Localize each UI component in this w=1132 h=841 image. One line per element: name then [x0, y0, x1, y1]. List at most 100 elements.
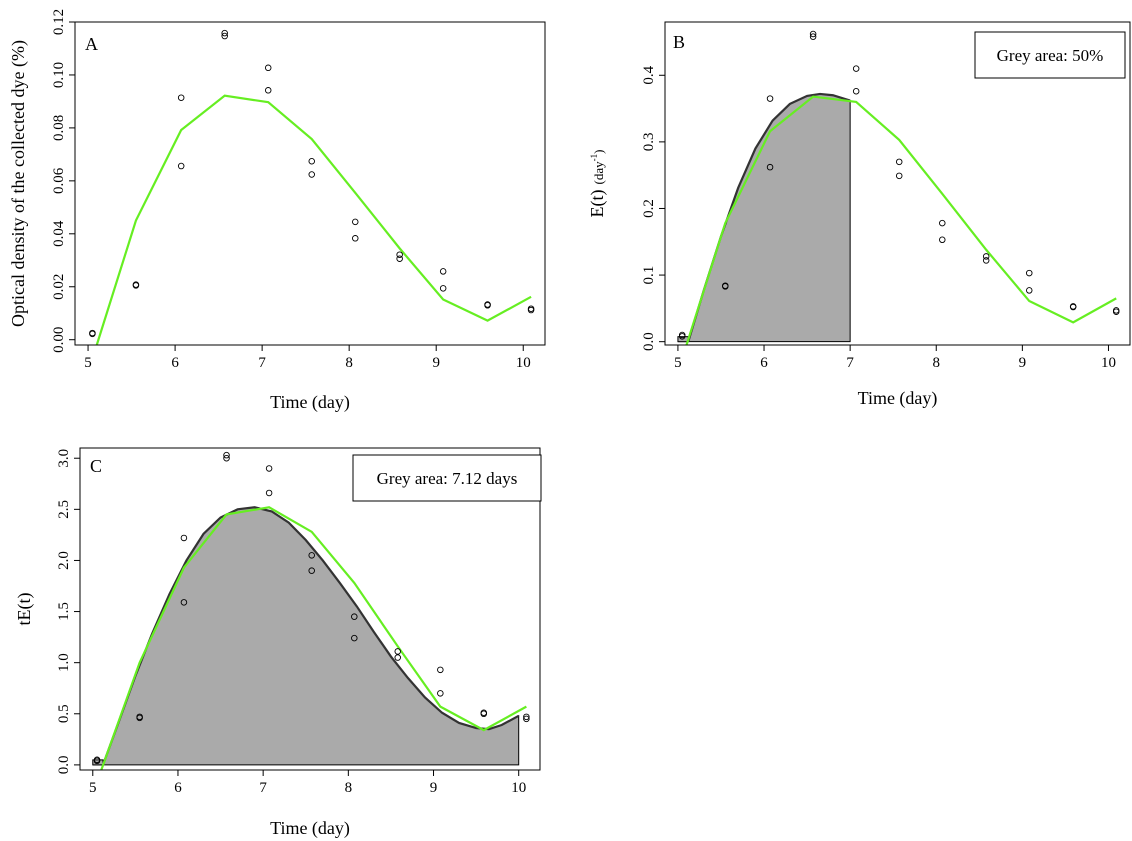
data-point — [766, 163, 774, 171]
y-tick-label: 0.4 — [641, 65, 657, 84]
x-tick-label: 6 — [760, 355, 768, 371]
data-point — [678, 333, 686, 340]
data-point — [223, 451, 230, 459]
data-point — [264, 87, 272, 94]
data-point — [177, 162, 185, 170]
plot-frame — [74, 21, 546, 346]
data-point — [939, 236, 946, 244]
x-tick-label: 10 — [511, 780, 526, 796]
legend-text: Grey area: 7.12 days — [377, 469, 518, 488]
data-point — [437, 666, 444, 674]
fitted-line — [685, 95, 1117, 346]
x-tick-label: 5 — [674, 355, 682, 371]
x-tick-label: 10 — [516, 355, 531, 371]
panel-a: 5 6 7 8 9 10 0.00 0.02 0.04 0.06 0.08 0.10 0.12 A Ti… — [8, 9, 546, 413]
data-point — [136, 714, 143, 722]
panel-letter: A — [85, 34, 98, 54]
x-axis-title: Time (day) — [270, 392, 350, 413]
data-point — [308, 171, 315, 178]
y-axis-title-superscript: -1 — [589, 154, 599, 162]
y-tick-label: 0.06 — [51, 167, 67, 194]
data-point — [895, 172, 903, 180]
y-tick-label: 0.2 — [641, 199, 657, 218]
data-point — [396, 251, 403, 258]
y-tick-label: 0.3 — [641, 133, 657, 152]
y-tick-label: 0.0 — [56, 756, 72, 775]
grey-area — [677, 93, 851, 343]
x-tick-label: 8 — [345, 780, 353, 796]
y-axis-title-unit: (day — [591, 161, 606, 185]
data-point — [527, 306, 535, 314]
y-axis-title-close: ) — [591, 150, 606, 154]
data-point — [352, 235, 359, 242]
data-point — [264, 64, 272, 72]
x-tick-label: 8 — [933, 355, 941, 371]
data-point — [939, 219, 946, 227]
data-point — [394, 648, 401, 655]
data-point — [221, 29, 228, 37]
data-point — [809, 30, 817, 38]
y-axis-title: tE(t) — [14, 593, 35, 626]
x-axis-title: Time (day) — [270, 818, 350, 839]
y-tick-label: 1.0 — [56, 653, 72, 672]
y-tick-label: 0.00 — [51, 327, 67, 353]
data-point — [351, 613, 358, 620]
x-tick-label: 7 — [259, 780, 267, 796]
x-tick-label: 9 — [432, 355, 440, 371]
data-point — [437, 690, 444, 697]
data-point — [396, 255, 403, 262]
legend-text: Grey area: 50% — [997, 46, 1104, 65]
y-tick-label: 0.5 — [56, 704, 72, 723]
data-point — [180, 534, 188, 542]
data-point — [523, 713, 530, 721]
legend: Grey area: 50% — [974, 31, 1126, 79]
data-point — [93, 757, 101, 765]
data-point — [308, 567, 315, 574]
x-tick-label: 8 — [345, 355, 353, 371]
data-point — [982, 253, 990, 260]
y-tick-label: 0.08 — [51, 115, 67, 141]
data-point — [809, 33, 817, 40]
data-point — [523, 715, 530, 723]
data-point — [480, 710, 488, 718]
data-point — [308, 158, 315, 165]
x-axis-title: Time (day) — [858, 388, 938, 409]
data-point — [1112, 308, 1120, 315]
legend-box — [352, 454, 542, 502]
data-point — [221, 32, 228, 40]
data-point — [439, 285, 447, 292]
y-axis-title: Optical density of the collected dye (%) — [8, 40, 29, 327]
smoothed-curve — [101, 506, 520, 766]
panel-c: 5 6 7 8 9 10 0.0 0.5 1.0 1.5 2.0 2.5 3.0 C Time (day… — [14, 447, 542, 839]
panel-b: 5 6 7 8 9 10 0.0 0.1 0.2 0.3 0.4 B Time (day) E(t)… — [587, 21, 1131, 409]
data-point — [89, 330, 96, 338]
data-point — [132, 282, 140, 289]
x-tick-label: 10 — [1101, 355, 1116, 371]
data-point — [177, 94, 185, 101]
fitted-line — [100, 506, 527, 771]
data-point — [722, 283, 729, 290]
data-point — [895, 158, 903, 166]
data-point — [1025, 287, 1033, 294]
data-point — [1069, 303, 1077, 311]
plot-frame — [79, 447, 541, 771]
data-point — [265, 489, 273, 497]
data-point — [1025, 269, 1033, 277]
data-point — [982, 257, 990, 264]
y-tick-label: 2.0 — [56, 551, 72, 570]
panel-letter: C — [90, 456, 102, 476]
y-tick-label: 0.04 — [51, 220, 67, 247]
panel-letter: B — [673, 32, 685, 52]
data-point — [223, 454, 230, 462]
y-tick-label: 1.5 — [56, 602, 72, 621]
data-point — [308, 552, 315, 559]
y-axis-title: E(t) (day-1) — [587, 150, 608, 218]
data-point — [439, 268, 447, 275]
y-tick-label: 0.02 — [51, 274, 67, 300]
data-point — [766, 95, 774, 102]
y-tick-label: 3.0 — [56, 449, 72, 468]
data-point — [852, 65, 860, 72]
data-point — [352, 218, 359, 226]
grey-area — [92, 506, 520, 766]
